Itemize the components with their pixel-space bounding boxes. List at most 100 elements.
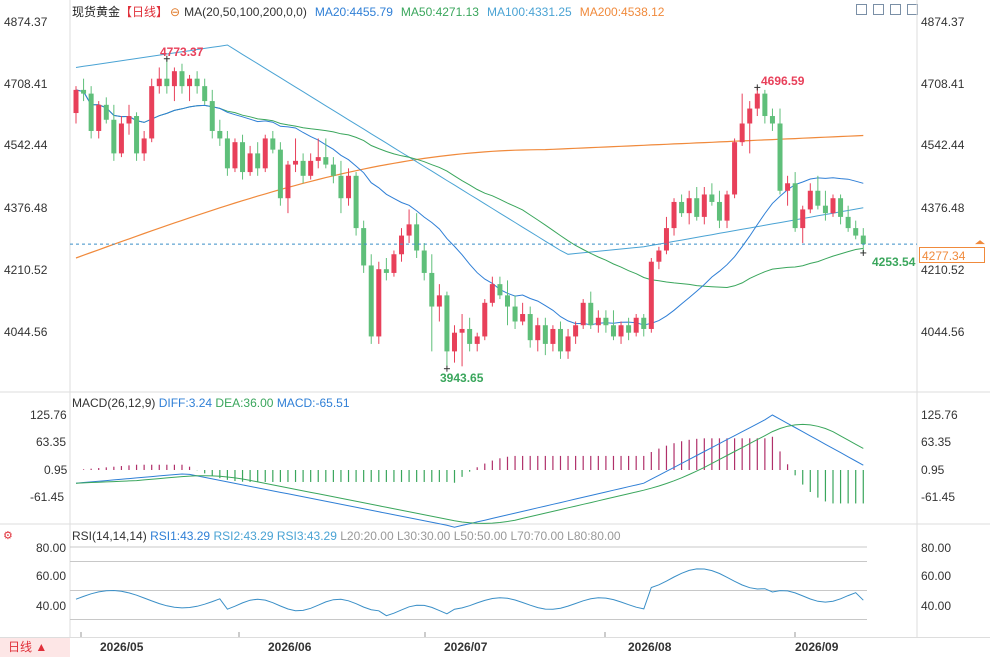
date-label: 2026/05: [100, 640, 144, 654]
ma-label: MA(20,50,100,200,0,0): [184, 5, 307, 19]
l20-value: L20:20.00: [340, 529, 394, 543]
fullscreen-icon[interactable]: [873, 4, 884, 15]
candle-body: [444, 295, 450, 352]
candle-body: [232, 142, 238, 169]
candle-body: [467, 328, 473, 344]
macd-value: MACD:-65.51: [276, 396, 350, 410]
high-label-1: 4773.37: [160, 45, 204, 59]
price-tick-right: 4376.48: [921, 201, 965, 215]
macd-tick-right: -61.45: [921, 490, 956, 504]
candle-body: [709, 194, 715, 202]
settings-icon[interactable]: ⊖: [170, 5, 181, 19]
candle-body: [520, 314, 526, 322]
candle-body: [542, 325, 548, 344]
rsi-tick-right: 40.00: [921, 599, 952, 613]
candle-body: [391, 254, 397, 273]
candle-body: [565, 336, 571, 352]
macd-tick-right: 0.95: [921, 463, 945, 477]
candle-body: [807, 190, 813, 210]
candle-body: [217, 130, 223, 139]
candle-body: [853, 228, 859, 236]
candle-body: [497, 284, 503, 296]
candle-body: [663, 228, 669, 251]
macd-tick-left: 0.95: [44, 463, 68, 477]
candle-body: [822, 205, 828, 214]
rsi-tick-left: 40.00: [36, 599, 67, 613]
candle-body: [489, 284, 495, 303]
candle-body: [777, 123, 783, 191]
candle-body: [346, 175, 352, 199]
macd-header: MACD(26,12,9) DIFF:3.24 DEA:36.00 MACD:-…: [72, 396, 350, 410]
rsi-tick-right: 60.00: [921, 569, 952, 583]
candle-body: [323, 157, 329, 165]
ma100-line: [75, 44, 864, 255]
timeframe-tag[interactable]: 【日线】: [120, 5, 169, 19]
candle-body: [81, 89, 87, 94]
macd-diff: DIFF:3.24: [158, 396, 213, 410]
candle-body: [686, 198, 692, 214]
candle-body: [603, 317, 609, 326]
price-tick-right: 4210.52: [921, 263, 965, 277]
candle-body: [376, 269, 382, 337]
price-tick-right: 4708.41: [921, 77, 965, 91]
macd-tick-left: -61.45: [30, 490, 65, 504]
timeframe-button[interactable]: 日线 ▲: [0, 638, 70, 657]
candle-body: [792, 183, 798, 229]
candle-body: [224, 138, 230, 169]
candle-body: [414, 224, 420, 251]
restore-icon[interactable]: [890, 4, 901, 15]
price-tick-right: 4542.44: [921, 138, 965, 152]
rsi3-value: RSI3:43.29: [276, 529, 337, 543]
candle-body: [88, 93, 94, 131]
candle-body: [353, 175, 359, 229]
candle-body: [747, 108, 753, 124]
l80-value: L80:80.00: [567, 529, 621, 543]
candle-body: [209, 101, 215, 131]
candle-body: [194, 78, 200, 87]
ma20-value: MA20:4455.79: [314, 5, 393, 19]
candle-body: [527, 314, 533, 341]
candle-body: [179, 71, 185, 87]
rsi-header: RSI(14,14,14) RSI1:43.29 RSI2:43.29 RSI3…: [72, 529, 621, 543]
rsi-label: RSI(14,14,14): [72, 529, 147, 543]
l50-value: L50:50.00: [453, 529, 508, 543]
candle-body: [626, 325, 632, 333]
candle-body: [694, 198, 700, 217]
macd-tick-right: 125.76: [921, 408, 958, 422]
candle-body: [580, 302, 586, 326]
candle-body: [126, 116, 132, 124]
candle-body: [512, 306, 518, 322]
rsi-line: [75, 568, 864, 617]
last-low-label: 4253.54: [872, 255, 916, 269]
time-axis: [0, 637, 990, 657]
candle-body: [300, 160, 306, 176]
rsi-tick-left: 80.00: [36, 541, 67, 555]
candle-body: [361, 228, 367, 266]
candle-body: [557, 328, 563, 352]
ma100-value: MA100:4331.25: [486, 5, 572, 19]
candle-body: [270, 138, 276, 150]
candle-body: [648, 261, 654, 329]
candle-body: [255, 153, 261, 169]
chart-canvas[interactable]: [0, 0, 990, 637]
ma20-line: [75, 89, 864, 326]
candle-body: [641, 317, 647, 329]
candle-body: [406, 224, 412, 236]
candle-body: [141, 138, 147, 154]
candle-body: [701, 194, 707, 217]
l30-value: L30:30.00: [396, 529, 451, 543]
candle-body: [338, 175, 344, 199]
current-price-tag: 4277.34: [919, 247, 985, 263]
macd-dea-line: [75, 423, 864, 524]
low-label: 3943.65: [440, 371, 484, 385]
candle-body: [716, 201, 722, 221]
candle-body: [573, 325, 579, 337]
rsi-settings-icon[interactable]: ⚙: [3, 530, 13, 542]
candle-body: [482, 302, 488, 337]
candle-body: [421, 250, 427, 273]
macd-dea: DEA:36.00: [215, 396, 274, 410]
candle-body: [535, 325, 541, 341]
date-label: 2026/08: [628, 640, 672, 654]
expand-icon[interactable]: [856, 4, 867, 15]
macd-tick-left: 125.76: [30, 408, 67, 422]
